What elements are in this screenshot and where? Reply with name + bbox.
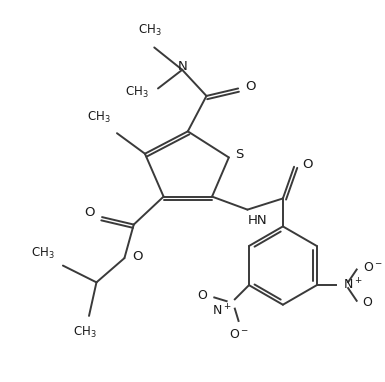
Text: HN: HN xyxy=(248,214,268,227)
Text: O: O xyxy=(84,206,95,219)
Text: N$^+$: N$^+$ xyxy=(343,277,362,293)
Text: CH$_3$: CH$_3$ xyxy=(87,110,110,125)
Text: O$^-$: O$^-$ xyxy=(363,261,383,274)
Text: CH$_3$: CH$_3$ xyxy=(138,23,162,38)
Text: O$^-$: O$^-$ xyxy=(229,329,249,342)
Text: CH$_3$: CH$_3$ xyxy=(74,325,97,340)
Text: O: O xyxy=(302,159,313,172)
Text: CH$_3$: CH$_3$ xyxy=(31,246,55,261)
Text: CH$_3$: CH$_3$ xyxy=(125,85,149,100)
Text: N$^+$: N$^+$ xyxy=(211,304,231,319)
Text: O: O xyxy=(198,289,208,302)
Text: O: O xyxy=(132,250,143,263)
Text: N: N xyxy=(178,60,188,73)
Text: O: O xyxy=(246,80,256,93)
Text: S: S xyxy=(236,148,244,161)
Text: O: O xyxy=(362,296,372,309)
